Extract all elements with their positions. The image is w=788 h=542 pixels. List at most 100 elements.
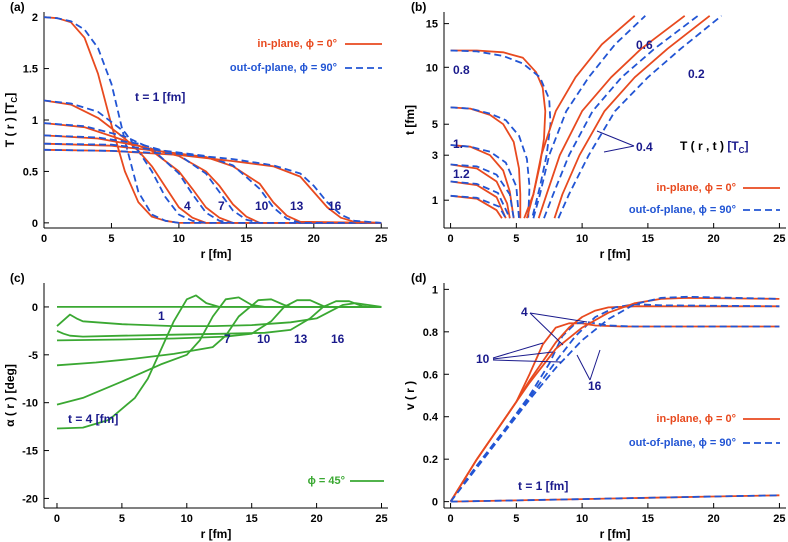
series-line-11 (450, 194, 507, 219)
series-line-4 (43, 122, 382, 224)
y-tick-label: -5 (28, 350, 38, 362)
series-line-6 (43, 134, 382, 224)
x-tick-label: 25 (773, 233, 785, 245)
y-axis-title-main: T ( r ) (3, 114, 17, 147)
series-line-14 (537, 15, 686, 219)
x-tick-label: 15 (642, 233, 654, 245)
y-axis-title: t [fm] (403, 105, 417, 135)
x-tick-label: 5 (119, 513, 125, 525)
curve-label: 10 (257, 332, 271, 346)
x-axis-title: r [fm] (201, 247, 232, 261)
y-tick-label: 10 (426, 62, 438, 74)
series-line-3 (449, 321, 780, 503)
annotation-temperature: T ( r , t ) [TC] (680, 139, 748, 155)
series-line-3 (450, 106, 531, 219)
x-tick-label: 5 (108, 233, 114, 245)
series-line-6 (56, 302, 382, 327)
series-line-5 (450, 144, 520, 219)
pointer-line (492, 359, 562, 363)
x-tick-label: 20 (708, 233, 720, 245)
legend-out-of-plane: out-of-plane, ϕ = 90° (629, 204, 736, 216)
pointer-line (529, 312, 564, 346)
series-line-7 (43, 134, 382, 224)
series-line-1 (450, 49, 552, 219)
contour-label: 1. (453, 137, 463, 151)
curve-label: 4 (521, 305, 528, 319)
pointer-line (603, 145, 635, 153)
y-tick-label: -10 (22, 398, 38, 410)
annotation-time: t = 4 [fm] (68, 412, 118, 426)
series-line-13 (532, 15, 646, 219)
y-tick-label: 1 (32, 115, 38, 127)
pointer-line (576, 354, 591, 381)
y-tick-label: 0 (32, 302, 38, 314)
series-line-12 (526, 15, 636, 219)
series-line-10 (450, 194, 503, 219)
x-tick-label: 0 (448, 513, 454, 525)
series-line-0 (450, 494, 780, 503)
curve-label: 7 (218, 199, 225, 213)
series-line-4 (449, 305, 780, 503)
y-tick-label: 1 (432, 284, 438, 296)
x-axis-title: r [fm] (600, 247, 631, 261)
series-line-11 (43, 148, 382, 224)
annotation-main: T ( r , t ) (680, 139, 727, 153)
series-line-3 (43, 99, 382, 224)
pointer-line (589, 349, 601, 381)
legend-out-of-plane: out-of-plane, ϕ = 90° (230, 62, 337, 74)
x-tick-label: 15 (240, 233, 252, 245)
panel-2: (c) 0 5 10 15 20 25 0 -5 -10 -15 -20 r [fm] α ( r ) [… (3, 271, 388, 541)
pointer-line (492, 342, 544, 359)
annotation-sub: C (739, 146, 745, 155)
x-tick-label: 15 (246, 513, 258, 525)
series-line-17 (557, 15, 723, 219)
curve-label: 7 (224, 332, 231, 346)
x-tick-label: 10 (173, 233, 185, 245)
series-line-7 (450, 163, 515, 219)
legend-in-plane: in-plane, ϕ = 0° (257, 38, 337, 50)
annotation-unit: [T (727, 139, 739, 153)
legend-in-plane: in-plane, ϕ = 0° (656, 182, 736, 194)
x-tick-label: 25 (773, 513, 785, 525)
y-axis-title: α ( r ) [deg] (3, 364, 17, 427)
contour-label: 0.6 (636, 38, 653, 52)
series-line-16 (553, 15, 711, 219)
x-tick-label: 25 (375, 233, 387, 245)
pointer-line (492, 351, 554, 360)
series-line-2 (43, 99, 382, 224)
y-axis-title-close: ] (3, 93, 17, 97)
curve-label: 16 (588, 379, 602, 393)
y-tick-label: 1.5 (23, 64, 38, 76)
y-tick-label: 0 (432, 497, 438, 509)
contour-label: 0.2 (688, 67, 705, 81)
y-tick-label: 2 (32, 12, 38, 24)
panel-label: (c) (10, 271, 25, 285)
series-line-9 (43, 142, 382, 224)
curve-label: 13 (290, 199, 304, 213)
legend-phi45: ϕ = 45° (308, 475, 345, 487)
pointer-line (596, 130, 635, 147)
y-tick-label: 0 (32, 218, 38, 230)
y-tick-label: 0.8 (423, 327, 438, 339)
curve-label: 16 (331, 332, 345, 346)
x-axis-title: r [fm] (600, 527, 631, 541)
panel-3: (d) 0 5 10 15 20 25 0 0.2 0.4 0.6 0.8 1 r [fm] v ( r )… (403, 271, 786, 541)
series-line-5 (43, 122, 382, 224)
y-axis-title-unit: [T (3, 102, 17, 114)
x-tick-label: 5 (513, 233, 519, 245)
y-tick-label: 0.2 (423, 454, 438, 466)
x-tick-label: 10 (181, 513, 193, 525)
x-tick-label: 0 (41, 233, 47, 245)
series-line-9 (450, 180, 511, 219)
contour-label: 0.4 (636, 140, 653, 154)
curve-label: 1 (158, 309, 165, 323)
y-tick-label: 15 (426, 19, 438, 31)
y-tick-label: -15 (22, 446, 38, 458)
contour-label: 0.8 (453, 63, 470, 77)
legend-in-plane: in-plane, ϕ = 0° (656, 413, 736, 425)
annotation-time: t = 1 [fm] (518, 479, 568, 493)
series-line-4 (450, 144, 515, 219)
x-tick-label: 20 (708, 513, 720, 525)
series-line-5 (449, 303, 780, 503)
panel-0: (a) 0 5 10 15 20 25 0 0.5 1 1.5 2 r [fm] T ( r ) [TC]… (3, 0, 388, 261)
